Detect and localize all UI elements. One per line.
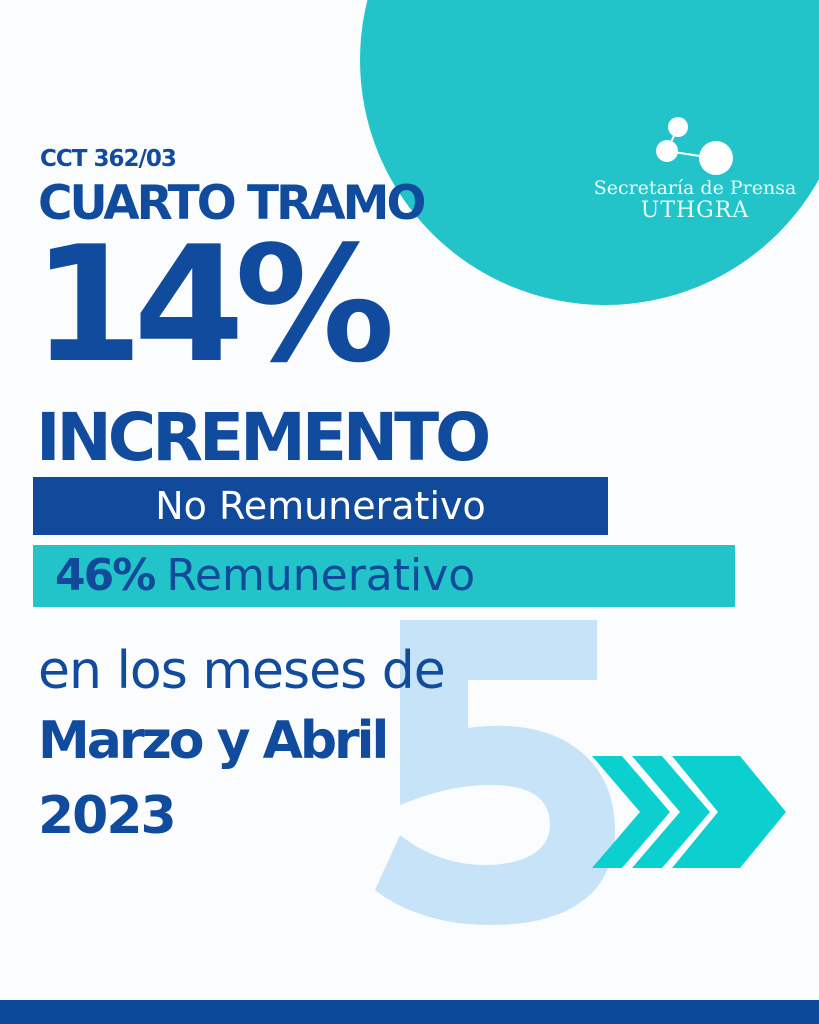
brand-logo-text: Secretaría de Prensa UTHGRA [590, 178, 800, 223]
percentage-headline: 14% [32, 211, 395, 398]
remunerative-percent: 46% [55, 550, 156, 601]
agreement-label: CCT 362/03 [40, 146, 177, 172]
remunerative-label: Remunerativo [166, 550, 476, 601]
non-remunerative-banner: No Remunerativo [33, 477, 608, 535]
chevron-arrows-icon [592, 756, 786, 868]
bottom-bar [0, 1000, 819, 1024]
big-five-shape [375, 620, 615, 925]
non-remunerative-label: No Remunerativo [155, 484, 486, 528]
months-intro: en los meses de [38, 641, 446, 701]
months: Marzo y Abril [38, 711, 389, 771]
brand-line2: UTHGRA [640, 197, 750, 223]
stage-title: CUARTO TRAMO [38, 176, 426, 231]
remunerative-banner: 46% Remunerativo [33, 545, 735, 607]
molecule-logo-icon [656, 117, 733, 175]
brand-line1: Secretaría de Prensa [593, 177, 797, 199]
year: 2023 [38, 786, 177, 846]
increase-label: INCREMENTO [36, 399, 491, 476]
